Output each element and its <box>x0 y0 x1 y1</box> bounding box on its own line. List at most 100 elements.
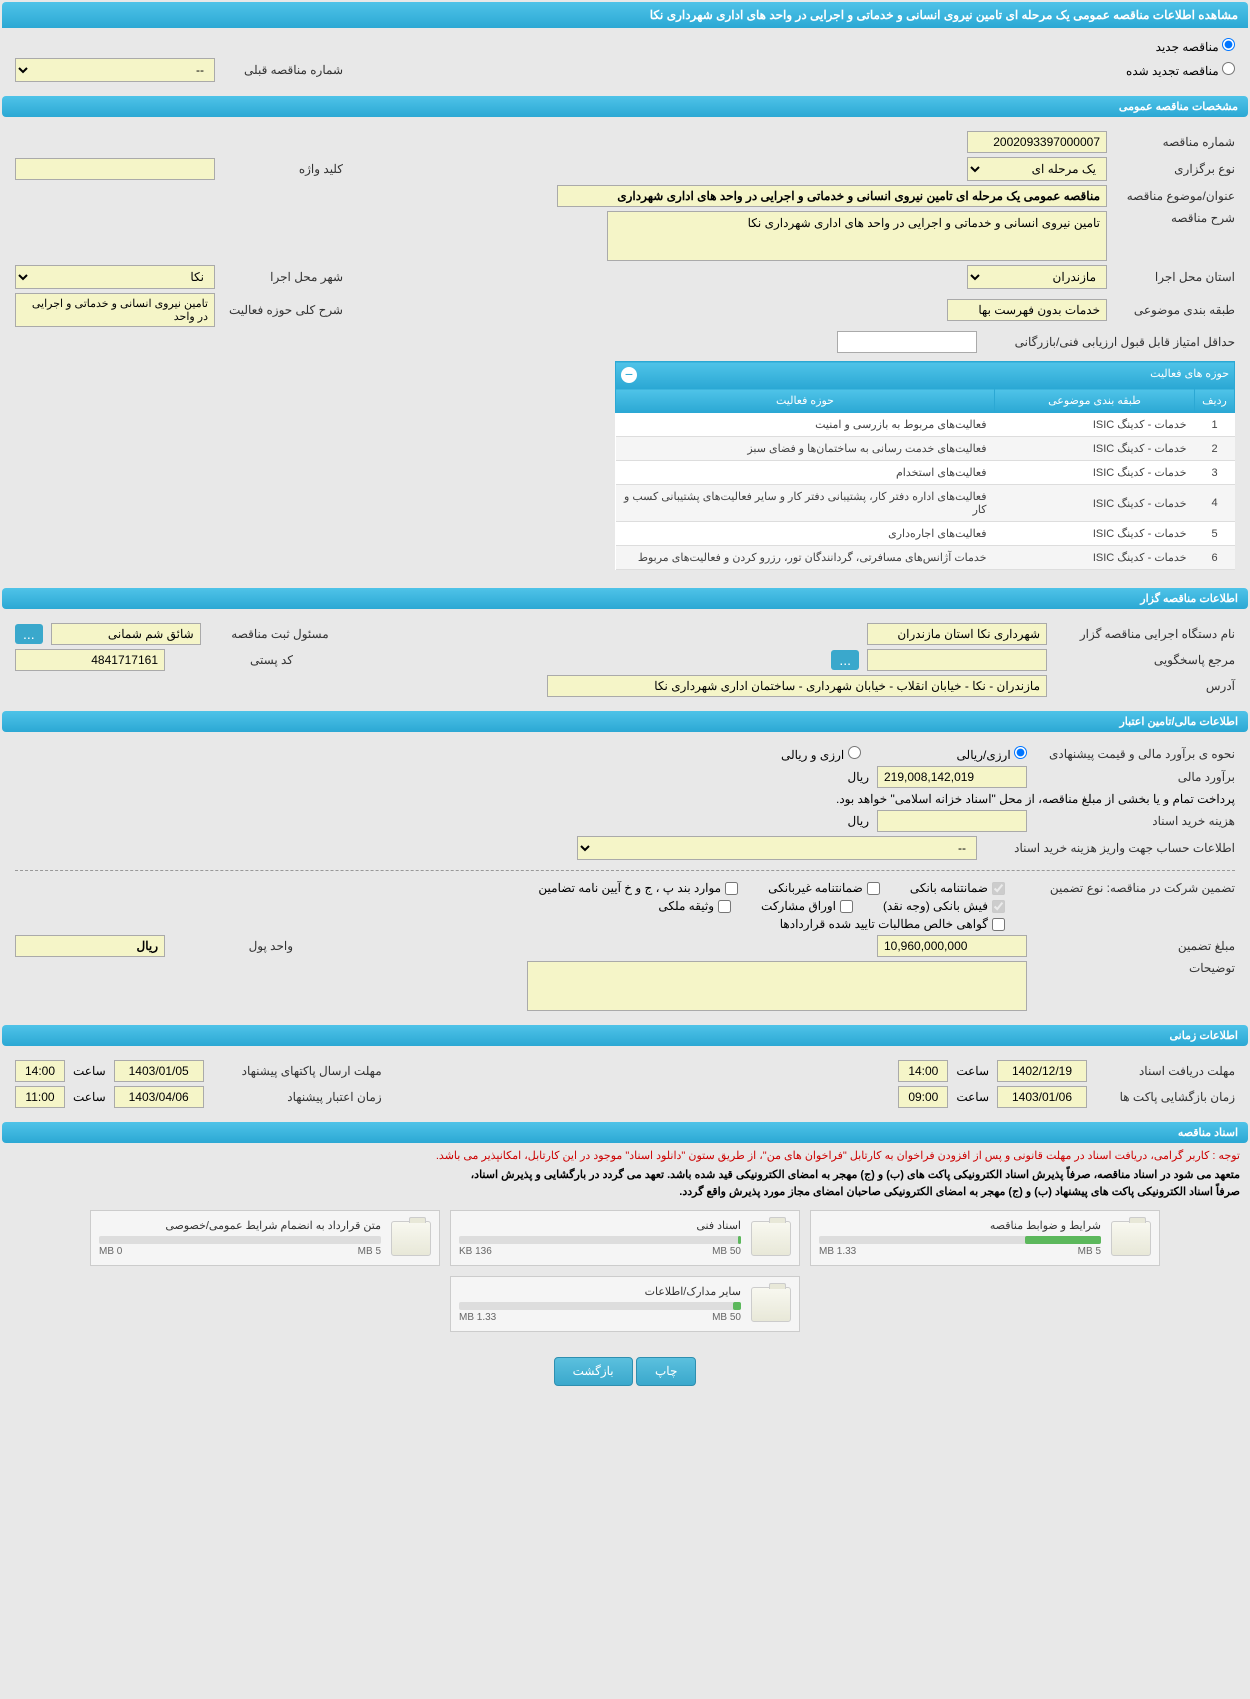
table-row: 6خدمات - کدینگ ISICخدمات آژانس‌های مسافر… <box>616 546 1235 570</box>
estimate-label: برآورد مالی <box>1035 770 1235 784</box>
validity-time: 11:00 <box>15 1086 65 1108</box>
doc-cost-value <box>877 810 1027 832</box>
cb-cash[interactable]: فیش بانکی (وجه نقد) <box>883 899 1005 913</box>
open-time: 09:00 <box>898 1086 948 1108</box>
radio-forex[interactable]: ارزی و ریالی <box>781 746 861 762</box>
min-score-label: حداقل امتیاز قابل قبول ارزیابی فنی/بازرگ… <box>985 335 1235 349</box>
cb-bank[interactable]: ضمانتنامه بانکی <box>910 881 1005 895</box>
number-value: 2002093397000007 <box>967 131 1107 153</box>
time-word-4: ساعت <box>73 1090 106 1104</box>
validity-label: زمان اعتبار پیشنهاد <box>212 1090 382 1104</box>
validity-date: 1403/04/06 <box>114 1086 204 1108</box>
registrar-more-button[interactable]: ... <box>15 624 43 644</box>
time-word-2: ساعت <box>73 1064 106 1078</box>
currency-unit-value: ریال <box>15 935 165 957</box>
title-value: مناقصه عمومی یک مرحله ای تامین نیروی انس… <box>557 185 1107 207</box>
file-box[interactable]: شرایط و ضوابط مناقصه 5 MB1.33 MB <box>810 1210 1160 1266</box>
registrar-value: شائق شم شمانی <box>51 623 201 645</box>
desc-label: شرح مناقصه <box>1115 211 1235 225</box>
guarantee-amount-label: مبلغ تضمین <box>1035 939 1235 953</box>
col-activity: حوزه فعالیت <box>616 389 995 413</box>
time-word-3: ساعت <box>956 1090 989 1104</box>
radio-rial[interactable]: ارزی/ریالی <box>957 746 1027 762</box>
folder-icon <box>751 1221 791 1256</box>
account-label: اطلاعات حساب جهت واریز هزینه خرید اسناد <box>985 841 1235 855</box>
collapse-icon[interactable]: − <box>621 367 637 383</box>
notice-black-2: صرفاً اسناد الکترونیکی پاکت های پیشنهاد … <box>0 1183 1250 1200</box>
exec-value: شهرداری نکا استان مازندران <box>867 623 1047 645</box>
back-button[interactable]: بازگشت <box>554 1357 633 1386</box>
table-row: 5خدمات - کدینگ ISICفعالیت‌های اجاره‌داری <box>616 522 1235 546</box>
cb-nonbank[interactable]: ضمانتنامه غیربانکی <box>768 881 880 895</box>
activity-table: حوزه های فعالیت − ردیف طبقه بندی موضوعی … <box>615 361 1235 570</box>
type-label: نوع برگزاری <box>1115 162 1235 176</box>
postal-label: کد پستی <box>173 653 293 667</box>
doc-deadline-time: 14:00 <box>898 1060 948 1082</box>
table-row: 1خدمات - کدینگ ISICفعالیت‌های مربوط به ب… <box>616 413 1235 437</box>
file-title: اسناد فنی <box>459 1219 741 1232</box>
desc-value: تامین نیروی انسانی و خدماتی و اجرایی در … <box>607 211 1107 261</box>
prev-number-select[interactable]: -- <box>15 58 215 82</box>
postal-value: 4841717161 <box>15 649 165 671</box>
page-title: مشاهده اطلاعات مناقصه عمومی یک مرحله ای … <box>2 2 1248 28</box>
currency-label-2: ریال <box>847 814 869 828</box>
section-time: اطلاعات زمانی <box>2 1025 1248 1046</box>
section-documents: اسناد مناقصه <box>2 1122 1248 1143</box>
notice-red: توجه : کاربر گرامی، دریافت اسناد در مهلت… <box>0 1145 1250 1166</box>
address-value: مازندران - نکا - خیابان انقلاب - خیابان … <box>547 675 1047 697</box>
time-word-1: ساعت <box>956 1064 989 1078</box>
open-label: زمان بازگشایی پاکت ها <box>1095 1090 1235 1104</box>
cb-property[interactable]: وثیقه ملکی <box>658 899 731 913</box>
response-more-button[interactable]: ... <box>831 650 859 670</box>
category-value: خدمات بدون فهرست بها <box>947 299 1107 321</box>
cb-receivables[interactable]: گواهی خالص مطالبات تایید شده قراردادها <box>780 917 1005 931</box>
file-box[interactable]: اسناد فنی 50 MB136 KB <box>450 1210 800 1266</box>
col-category: طبقه بندی موضوعی <box>995 389 1195 413</box>
table-row: 3خدمات - کدینگ ISICفعالیت‌های استخدام <box>616 461 1235 485</box>
activity-desc-label: شرح کلی حوزه فعالیت <box>223 303 343 317</box>
response-label: مرجع پاسخگویی <box>1055 653 1235 667</box>
response-value <box>867 649 1047 671</box>
table-row: 2خدمات - کدینگ ISICفعالیت‌های خدمت رسانی… <box>616 437 1235 461</box>
exec-city-select[interactable]: نکا <box>15 265 215 289</box>
file-title: متن قرارداد به انضمام شرایط عمومی/خصوصی <box>99 1219 381 1232</box>
file-title: شرایط و ضوابط مناقصه <box>819 1219 1101 1232</box>
file-title: سایر مدارک/اطلاعات <box>459 1285 741 1298</box>
cb-securities[interactable]: اوراق مشارکت <box>761 899 853 913</box>
print-button[interactable]: چاپ <box>636 1357 696 1386</box>
guarantee-amount-value: 10,960,000,000 <box>877 935 1027 957</box>
doc-deadline-label: مهلت دریافت اسناد <box>1095 1064 1235 1078</box>
open-date: 1403/01/06 <box>997 1086 1087 1108</box>
notes-value <box>527 961 1027 1011</box>
exec-province-select[interactable]: مازندران <box>967 265 1107 289</box>
account-select[interactable]: -- <box>577 836 977 860</box>
registrar-label: مسئول ثبت مناقصه <box>209 627 329 641</box>
number-label: شماره مناقصه <box>1115 135 1235 149</box>
type-select[interactable]: یک مرحله ای <box>967 157 1107 181</box>
prev-number-label: شماره مناقصه قبلی <box>223 63 343 77</box>
file-box[interactable]: سایر مدارک/اطلاعات 50 MB1.33 MB <box>450 1276 800 1332</box>
category-label: طبقه بندی موضوعی <box>1115 303 1235 317</box>
tender-type-area: مناقصه جدید مناقصه تجدید شده شماره مناقص… <box>0 30 1250 94</box>
keyword-label: کلید واژه <box>223 162 343 176</box>
estimate-method-label: نحوه ی برآورد مالی و قیمت پیشنهادی <box>1035 747 1235 761</box>
file-box[interactable]: متن قرارداد به انضمام شرایط عمومی/خصوصی … <box>90 1210 440 1266</box>
currency-label: ریال <box>847 770 869 784</box>
folder-icon <box>751 1287 791 1322</box>
notes-label: توضیحات <box>1035 961 1235 975</box>
doc-cost-label: هزینه خرید اسناد <box>1035 814 1235 828</box>
activity-desc-value: تامین نیروی انسانی و خدماتی و اجرایی در … <box>15 293 215 327</box>
cb-bonds[interactable]: موارد بند پ ، ج و خ آیین نامه تضامین <box>538 881 738 895</box>
folder-icon <box>391 1221 431 1256</box>
table-row: 4خدمات - کدینگ ISICفعالیت‌های اداره دفتر… <box>616 485 1235 522</box>
radio-renewed[interactable]: مناقصه تجدید شده <box>1126 62 1235 78</box>
address-label: آدرس <box>1055 679 1235 693</box>
exec-city-label: شهر محل اجرا <box>223 270 343 284</box>
col-row: ردیف <box>1195 389 1235 413</box>
folder-icon <box>1111 1221 1151 1256</box>
estimate-value: 219,008,142,019 <box>877 766 1027 788</box>
doc-deadline-date: 1402/12/19 <box>997 1060 1087 1082</box>
radio-new[interactable]: مناقصه جدید <box>1156 40 1235 54</box>
keyword-value <box>15 158 215 180</box>
section-organizer: اطلاعات مناقصه گزار <box>2 588 1248 609</box>
